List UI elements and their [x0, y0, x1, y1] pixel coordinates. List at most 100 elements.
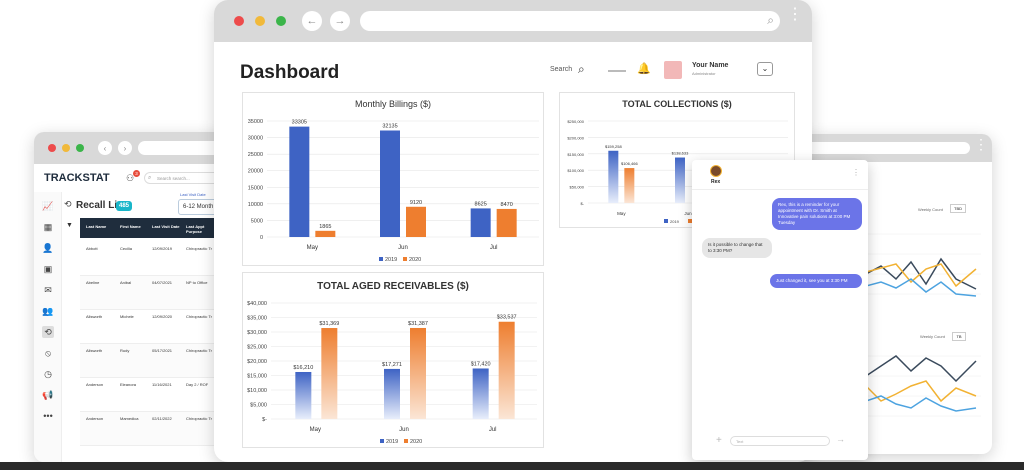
- message-bubble: Rex, this is a reminder for your appoint…: [772, 198, 862, 230]
- y-tick-label: $10,000: [247, 388, 267, 394]
- search-placeholder: Search search...: [157, 176, 190, 181]
- table-cell: 11/16/2021: [152, 382, 172, 387]
- column-header[interactable]: Last Name: [86, 224, 107, 229]
- clock-icon[interactable]: ◷: [44, 369, 52, 379]
- table-cell: Mamedica: [120, 416, 139, 421]
- search-icon[interactable]: ⌕: [578, 62, 585, 76]
- data-label: 33305: [292, 120, 307, 126]
- minimize-dot-icon[interactable]: [255, 16, 265, 26]
- legend-label: 2019: [385, 257, 397, 263]
- block-icon[interactable]: ⦸: [45, 348, 51, 358]
- bar-2019-Jun: [675, 157, 685, 203]
- line-series-orange-1: [866, 263, 977, 288]
- table-cell: 02/11/2022: [152, 416, 172, 421]
- y-tick-label: $40,000: [247, 301, 267, 307]
- forward-icon[interactable]: →: [330, 11, 350, 31]
- line-series-orange-2: [866, 380, 977, 403]
- column-header[interactable]: Last Visit Date: [152, 224, 180, 229]
- notification-badge: 3: [133, 170, 140, 177]
- y-tick-label: $200,000: [567, 135, 584, 140]
- x-tick-label: Jul: [490, 245, 498, 251]
- close-dot-icon[interactable]: [48, 144, 56, 152]
- forward-icon[interactable]: ›: [118, 141, 132, 155]
- maximize-dot-icon[interactable]: [76, 144, 84, 152]
- aged-receivables-chart: $40,000 $35,000 $30,000 $25,000 $20,000 $15,0…: [247, 301, 537, 445]
- more-icon[interactable]: •••: [43, 411, 53, 421]
- weekly-count-label-2: Weekly Count: [920, 334, 945, 339]
- data-label: $106,466: [621, 161, 638, 166]
- user-icon[interactable]: 👤: [42, 243, 54, 253]
- filter-hint: Last Visit Date: [180, 192, 206, 197]
- schedule-icon[interactable]: ▣: [43, 264, 53, 274]
- contact-avatar[interactable]: [710, 165, 722, 177]
- legend-swatch: [379, 257, 383, 261]
- expand-icon[interactable]: ▼: [66, 222, 73, 229]
- y-tick-label: $30,000: [247, 330, 267, 336]
- data-label: $33,537: [497, 315, 517, 321]
- line-chart-2: [866, 355, 981, 417]
- table-cell: Allsworth: [86, 314, 103, 319]
- send-icon[interactable]: →: [836, 434, 845, 444]
- data-label: $31,387: [408, 321, 428, 327]
- toggle-2[interactable]: TB: [952, 332, 966, 341]
- page-title: Dashboard: [240, 62, 340, 83]
- y-tick-label: 25000: [248, 152, 263, 158]
- bar-2020-Jul: [496, 208, 517, 237]
- table-cell: Anderson: [86, 416, 104, 421]
- add-attachment-icon[interactable]: +: [716, 435, 722, 446]
- mail-icon[interactable]: ✉: [44, 285, 52, 295]
- data-label: $31,369: [319, 321, 339, 327]
- analytics-url-bar[interactable]: [780, 142, 970, 154]
- url-bar[interactable]: ⌕: [360, 11, 780, 31]
- account-dropdown-button[interactable]: ⌄: [757, 62, 773, 76]
- y-tick-label: $250,000: [567, 119, 584, 124]
- megaphone-icon[interactable]: 📢: [42, 390, 54, 400]
- chart-icon[interactable]: 📈: [42, 201, 54, 211]
- legend-label: 2020: [409, 257, 421, 263]
- trackstat-logo: TRACKSTAT: [44, 172, 110, 184]
- y-tick-label: 20000: [248, 169, 263, 175]
- bell-icon[interactable]: 🔔: [637, 63, 651, 75]
- back-icon[interactable]: ←: [302, 11, 322, 31]
- user-name: Your Name: [692, 62, 729, 69]
- table-cell: Michele: [120, 314, 134, 319]
- search-label[interactable]: Search: [550, 66, 573, 73]
- column-header[interactable]: Last Appt Purpose: [186, 224, 205, 234]
- table-cell: 04/07/2021: [152, 280, 173, 285]
- avatar[interactable]: [664, 61, 682, 79]
- maximize-dot-icon[interactable]: [276, 16, 286, 26]
- y-tick-label: 15000: [248, 185, 263, 191]
- legend-label: 2019: [670, 219, 680, 224]
- table-cell: Anderson: [86, 382, 104, 387]
- y-tick-label: $20,000: [247, 359, 267, 365]
- chat-close-icon[interactable]: ⋮: [852, 168, 860, 177]
- table-cell: 12/09/2019: [152, 246, 173, 251]
- notification-icon[interactable]: ⚇: [126, 173, 135, 183]
- column-header[interactable]: First Name: [120, 224, 141, 229]
- data-label: 32135: [382, 123, 397, 129]
- bar-2019-May: [295, 371, 312, 419]
- data-label: $138,633: [672, 151, 689, 156]
- minimize-dot-icon[interactable]: [62, 144, 70, 152]
- analytics-menu-icon[interactable]: ⋮: [974, 137, 988, 151]
- x-tick-label: May: [617, 211, 626, 216]
- monthly-billings-chart: 35000 30000 25000 20000 15000 10000 5000 0 33305…: [248, 119, 539, 263]
- message-bubble: Is it possible to change that to 3:30 PM…: [702, 238, 772, 258]
- back-icon[interactable]: ‹: [98, 141, 112, 155]
- group-icon[interactable]: 👥: [42, 306, 54, 316]
- browser-menu-icon[interactable]: ⋮: [787, 7, 803, 23]
- contact-name: Rex: [711, 179, 721, 185]
- bar-2020-May: [315, 230, 336, 237]
- aged-receivables-panel: TOTAL AGED RECEIVABLES ($) $40,000 $35,00…: [242, 272, 544, 448]
- y-tick-label: 0: [260, 235, 263, 241]
- calendar-icon[interactable]: ▦: [43, 222, 53, 232]
- recall-icon[interactable]: ⟲: [42, 326, 54, 338]
- line-series-dark-2: [866, 355, 977, 383]
- toggle-1[interactable]: TBD: [950, 204, 966, 213]
- table-cell: 12/09/2020: [152, 314, 173, 319]
- legend-label: 2020: [410, 439, 422, 445]
- message-input[interactable]: Text: [730, 436, 830, 446]
- search-field[interactable]: ⌕ Search search...: [144, 172, 224, 184]
- close-dot-icon[interactable]: [234, 16, 244, 26]
- x-tick-label: May: [310, 427, 321, 433]
